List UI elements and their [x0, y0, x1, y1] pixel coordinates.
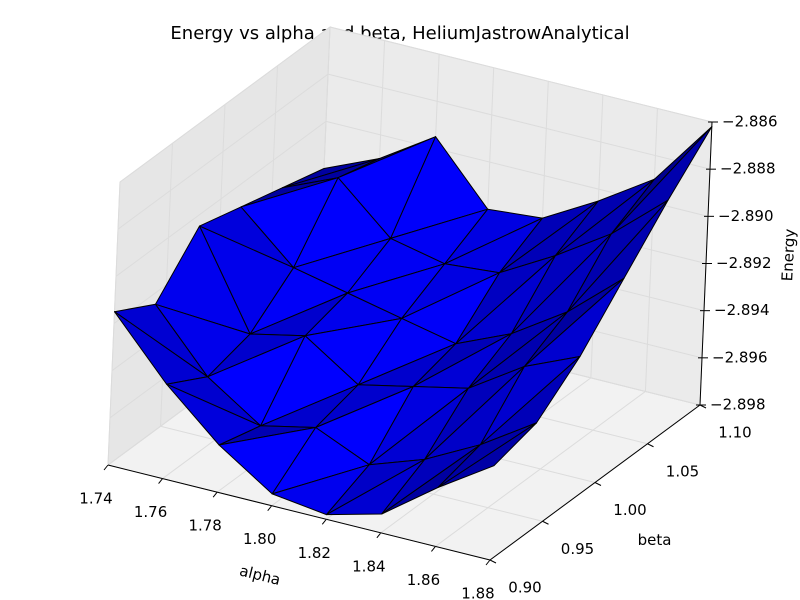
- y-tick-label: 1.05: [666, 462, 699, 480]
- tick-mark: [594, 482, 602, 486]
- chart-title: Energy vs alpha and beta, HeliumJastrowA…: [170, 23, 629, 44]
- y-tick-label: 0.90: [508, 579, 541, 597]
- axis-line: [699, 121, 713, 406]
- tick-mark: [212, 491, 218, 498]
- x-tick-label: 1.76: [134, 503, 167, 521]
- x-tick-label: 1.82: [298, 544, 331, 562]
- y-tick-label: 1.00: [613, 501, 646, 519]
- x-tick-label: 1.80: [243, 530, 276, 548]
- z-axis-label: Energy: [778, 228, 799, 282]
- y-tick-label: 1.10: [718, 424, 751, 442]
- grid-line: [117, 73, 329, 230]
- grid-line: [329, 26, 713, 123]
- z-tick-label: −2.892: [716, 254, 772, 272]
- z-tick-label: −2.896: [712, 348, 768, 366]
- tick-mark: [267, 505, 273, 512]
- y-axis-label: beta: [638, 531, 672, 549]
- x-tick-label: 1.86: [407, 571, 440, 589]
- grid-line: [327, 73, 711, 170]
- y-tick-label: 0.95: [561, 540, 594, 558]
- x-tick-label: 1.78: [188, 517, 221, 535]
- surface-facet: [437, 422, 537, 488]
- tick-mark: [376, 532, 382, 539]
- axis-line: [107, 464, 491, 561]
- tick-mark: [647, 443, 654, 448]
- tick-mark: [431, 546, 436, 552]
- z-tick-label: −2.894: [714, 301, 770, 319]
- z-tick-label: −2.890: [718, 207, 774, 225]
- axis-line: [489, 404, 701, 561]
- tick-mark: [158, 478, 163, 484]
- x-tick-label: 1.74: [79, 490, 112, 508]
- grid-line: [119, 26, 331, 183]
- tick-mark: [542, 520, 549, 525]
- x-tick-label: 1.88: [461, 585, 494, 600]
- tick-mark: [489, 559, 497, 564]
- z-tick-label: −2.886: [722, 113, 778, 131]
- tick-mark: [321, 518, 327, 525]
- z-tick-label: −2.888: [720, 160, 776, 178]
- tick-mark: [485, 559, 491, 566]
- z-tick-label: −2.898: [710, 396, 766, 414]
- x-tick-label: 1.84: [352, 557, 385, 575]
- grid-line: [115, 120, 327, 277]
- x-axis-label: alpha: [238, 562, 283, 590]
- tick-mark: [103, 464, 109, 471]
